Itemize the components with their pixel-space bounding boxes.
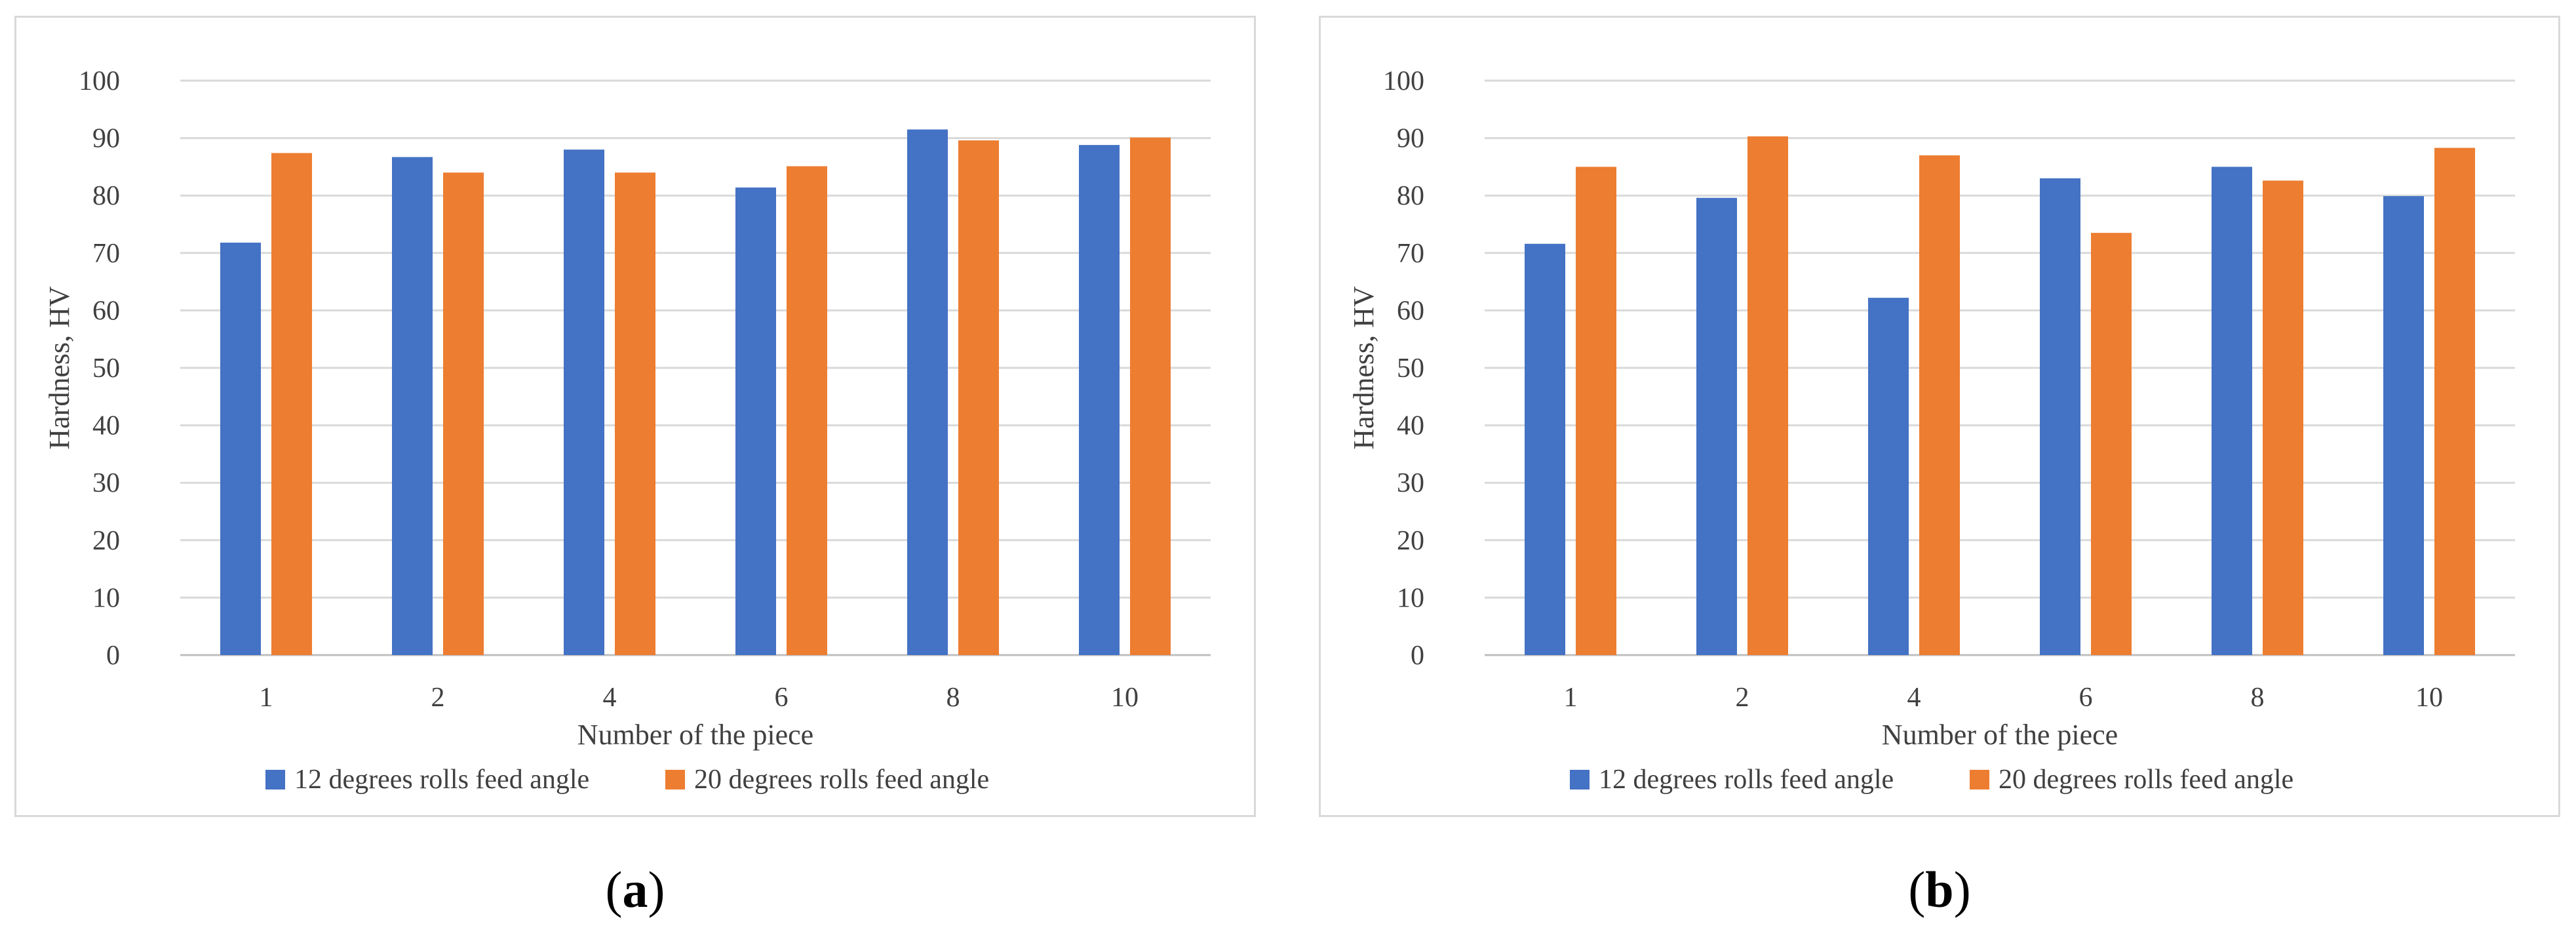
bar-series-12deg bbox=[2040, 178, 2080, 655]
chart-panel-a: 0 10 20 30 40 50 60 70 80 90 100 1 2 4 6 8 10 Number of t… bbox=[14, 16, 1256, 817]
x-tick-label: 6 bbox=[2079, 683, 2093, 713]
bar-series-20deg bbox=[2434, 148, 2475, 655]
y-tick-label: 20 bbox=[1397, 526, 1424, 556]
legend-swatch bbox=[265, 770, 285, 789]
x-tick-label: 6 bbox=[775, 683, 789, 713]
y-tick-label: 80 bbox=[92, 181, 120, 211]
bar-series-12deg bbox=[2383, 196, 2424, 655]
bar-chart-b: 0 10 20 30 40 50 60 70 80 90 100 1 2 4 6 8 10 Number of t… bbox=[1348, 66, 2515, 795]
y-tick-label: 60 bbox=[1397, 296, 1424, 326]
legend-swatch bbox=[1970, 770, 1989, 789]
bar-series-20deg bbox=[1919, 155, 1960, 655]
caption-label: b bbox=[1925, 861, 1954, 918]
y-tick-label: 10 bbox=[92, 583, 120, 613]
x-tick-label: 1 bbox=[260, 683, 273, 713]
caption-open: ( bbox=[605, 861, 623, 918]
x-tick-label: 8 bbox=[2251, 683, 2265, 713]
x-tick-label: 10 bbox=[2415, 683, 2443, 713]
bar-chart-a: 0 10 20 30 40 50 60 70 80 90 100 1 2 4 6 8 10 Number of t… bbox=[43, 66, 1211, 795]
caption-label: a bbox=[622, 861, 648, 918]
y-tick-label: 0 bbox=[106, 641, 120, 671]
legend-label: 20 degrees rolls feed angle bbox=[1999, 765, 2293, 795]
legend-swatch bbox=[1570, 770, 1590, 789]
bar-series-20deg bbox=[1576, 167, 1616, 655]
bar-series-12deg bbox=[1525, 243, 1565, 655]
legend-label: 20 degrees rolls feed angle bbox=[694, 765, 989, 795]
bar-series-12deg bbox=[1696, 197, 1737, 656]
bar-series-20deg bbox=[443, 172, 484, 655]
bar-series-12deg bbox=[564, 150, 604, 655]
y-tick-label: 60 bbox=[92, 296, 120, 326]
x-tick-label: 4 bbox=[1907, 683, 1921, 713]
x-axis-title: Number of the piece bbox=[1882, 719, 2118, 751]
bar-series-20deg bbox=[787, 166, 827, 656]
y-tick-label: 0 bbox=[1411, 641, 1424, 671]
x-tick-label: 1 bbox=[1564, 683, 1578, 713]
chart-panel-b: 0 10 20 30 40 50 60 70 80 90 100 1 2 4 6 8 10 Number of t… bbox=[1319, 16, 2560, 817]
bar-series-20deg bbox=[2091, 233, 2132, 655]
y-axis-title: Hardness, HV bbox=[43, 286, 75, 450]
bar-series-12deg bbox=[907, 129, 948, 655]
y-tick-label: 80 bbox=[1397, 181, 1424, 211]
caption-b: (b) bbox=[1319, 860, 2560, 919]
y-tick-label: 30 bbox=[1397, 468, 1424, 498]
y-tick-label: 50 bbox=[92, 353, 120, 384]
bar-series-20deg bbox=[615, 172, 655, 655]
y-tick-label: 40 bbox=[92, 411, 120, 441]
x-tick-label: 10 bbox=[1111, 683, 1139, 713]
caption-a: (a) bbox=[14, 860, 1256, 919]
bar-series-12deg bbox=[220, 243, 261, 656]
x-tick-label: 2 bbox=[431, 683, 445, 713]
bar-series-20deg bbox=[2263, 180, 2303, 655]
x-axis-title: Number of the piece bbox=[577, 719, 813, 751]
caption-close: ) bbox=[1953, 861, 1971, 918]
x-tick-label: 2 bbox=[1736, 683, 1749, 713]
y-tick-label: 70 bbox=[92, 239, 120, 269]
x-tick-label: 8 bbox=[946, 683, 960, 713]
bar-series-12deg bbox=[1868, 298, 1909, 655]
bar-series-20deg bbox=[1130, 137, 1171, 655]
y-tick-label: 40 bbox=[1397, 411, 1424, 441]
legend-swatch bbox=[665, 770, 685, 789]
y-tick-label: 100 bbox=[79, 66, 120, 96]
y-tick-label: 20 bbox=[92, 526, 120, 556]
y-tick-label: 100 bbox=[1383, 66, 1424, 96]
legend-label: 12 degrees rolls feed angle bbox=[294, 765, 589, 795]
y-tick-label: 30 bbox=[92, 468, 120, 498]
legend-label: 12 degrees rolls feed angle bbox=[1599, 765, 1894, 795]
y-tick-label: 50 bbox=[1397, 353, 1424, 384]
caption-open: ( bbox=[1908, 861, 1926, 918]
bar-series-12deg bbox=[2212, 167, 2252, 655]
y-tick-label: 90 bbox=[92, 124, 120, 154]
caption-close: ) bbox=[648, 861, 665, 918]
bar-series-20deg bbox=[271, 153, 312, 656]
x-tick-label: 4 bbox=[603, 683, 617, 713]
y-axis-title: Hardness, HV bbox=[1348, 286, 1380, 450]
bar-series-12deg bbox=[392, 157, 433, 655]
bar-series-20deg bbox=[958, 140, 999, 655]
bar-series-12deg bbox=[735, 187, 776, 655]
bar-series-12deg bbox=[1079, 145, 1120, 655]
y-tick-label: 70 bbox=[1397, 239, 1424, 269]
y-tick-label: 90 bbox=[1397, 124, 1424, 154]
bar-series-20deg bbox=[1747, 136, 1788, 656]
y-tick-label: 10 bbox=[1397, 583, 1424, 613]
